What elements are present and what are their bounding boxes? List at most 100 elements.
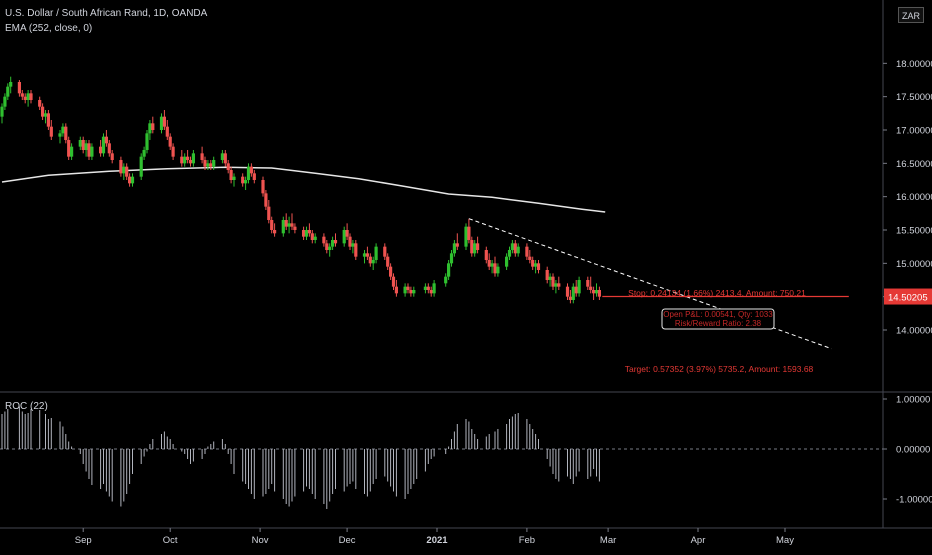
candle[interactable] [409,290,413,294]
candle[interactable] [20,93,24,97]
candle[interactable] [577,280,581,294]
candle[interactable] [223,153,227,164]
candle[interactable] [449,253,454,264]
candle[interactable] [351,243,355,247]
candle[interactable] [493,263,497,274]
candle[interactable] [70,146,74,157]
candle[interactable] [551,276,555,287]
candle[interactable] [557,283,561,287]
candle[interactable] [200,153,204,160]
candle[interactable] [273,230,277,234]
candle[interactable] [220,153,224,160]
candle[interactable] [507,250,512,257]
candle[interactable] [391,276,396,287]
candle[interactable] [444,276,448,284]
candle[interactable] [455,243,459,247]
candle[interactable] [534,263,538,267]
candle[interactable] [49,126,53,137]
candle[interactable] [165,126,169,137]
currency-badge[interactable]: ZAR [898,7,924,23]
candle[interactable] [429,290,433,294]
candle[interactable] [548,276,552,280]
candle[interactable] [394,286,398,294]
candle[interactable] [284,220,288,227]
candle[interactable] [574,286,578,294]
candle[interactable] [188,160,193,164]
candle[interactable] [490,263,494,267]
candle[interactable] [99,146,103,154]
candle[interactable] [307,230,311,234]
candle[interactable] [545,270,549,280]
candle[interactable] [232,176,236,180]
candle[interactable] [452,243,456,254]
candle[interactable] [432,283,436,294]
candle[interactable] [261,180,265,194]
candle[interactable] [354,243,358,257]
candle[interactable] [571,286,575,300]
candle[interactable] [64,126,68,140]
candle[interactable] [554,283,558,287]
candle[interactable] [365,253,369,257]
trendline[interactable] [468,218,832,350]
candle[interactable] [516,246,520,254]
candle[interactable] [9,82,13,87]
candle[interactable] [171,146,175,157]
candle[interactable] [186,156,190,160]
candle[interactable] [322,236,326,244]
candle[interactable] [531,260,535,267]
candle[interactable] [183,156,187,164]
candle[interactable] [81,140,85,150]
candle[interactable] [313,236,317,240]
candle[interactable] [325,243,329,250]
candle[interactable] [139,156,143,177]
candle[interactable] [162,116,166,127]
candle[interactable] [209,163,213,167]
candle[interactable] [348,236,352,247]
candle[interactable] [589,286,593,290]
candle[interactable] [148,123,152,134]
candle[interactable] [467,226,471,240]
candle[interactable] [107,143,111,154]
candle[interactable] [403,286,407,294]
candle[interactable] [487,260,491,267]
candle[interactable] [304,230,309,237]
candle[interactable] [119,160,123,174]
candle[interactable] [229,170,233,180]
candle[interactable] [151,123,155,130]
candle[interactable] [290,223,294,227]
candle[interactable] [484,250,488,260]
candle[interactable] [592,290,596,294]
candle[interactable] [78,140,82,147]
candle[interactable] [29,93,33,100]
candle[interactable] [87,143,91,157]
candle[interactable] [41,106,45,117]
candle[interactable] [389,266,393,277]
candle[interactable] [3,96,7,107]
candle[interactable] [505,256,509,267]
candle[interactable] [17,82,21,94]
candle[interactable] [464,226,468,247]
candle[interactable] [345,230,349,237]
candle[interactable] [302,230,306,237]
candle[interactable] [267,206,271,220]
candle[interactable] [191,153,195,164]
ema-line[interactable] [1,166,606,213]
candle[interactable] [142,150,146,157]
candle[interactable] [212,160,216,167]
candle[interactable] [6,86,10,97]
candle[interactable] [447,263,451,277]
candle[interactable] [331,240,335,247]
candle[interactable] [46,113,50,127]
candle[interactable] [226,163,230,170]
candle[interactable] [362,253,367,257]
candle[interactable] [328,246,332,250]
candle[interactable] [145,133,149,150]
candle[interactable] [130,176,135,184]
candle[interactable] [281,220,285,234]
candle[interactable] [246,166,251,180]
candle[interactable] [122,166,126,174]
candle[interactable] [128,176,132,184]
candle[interactable] [168,136,172,147]
candle[interactable] [43,113,48,117]
candle[interactable] [333,240,338,244]
